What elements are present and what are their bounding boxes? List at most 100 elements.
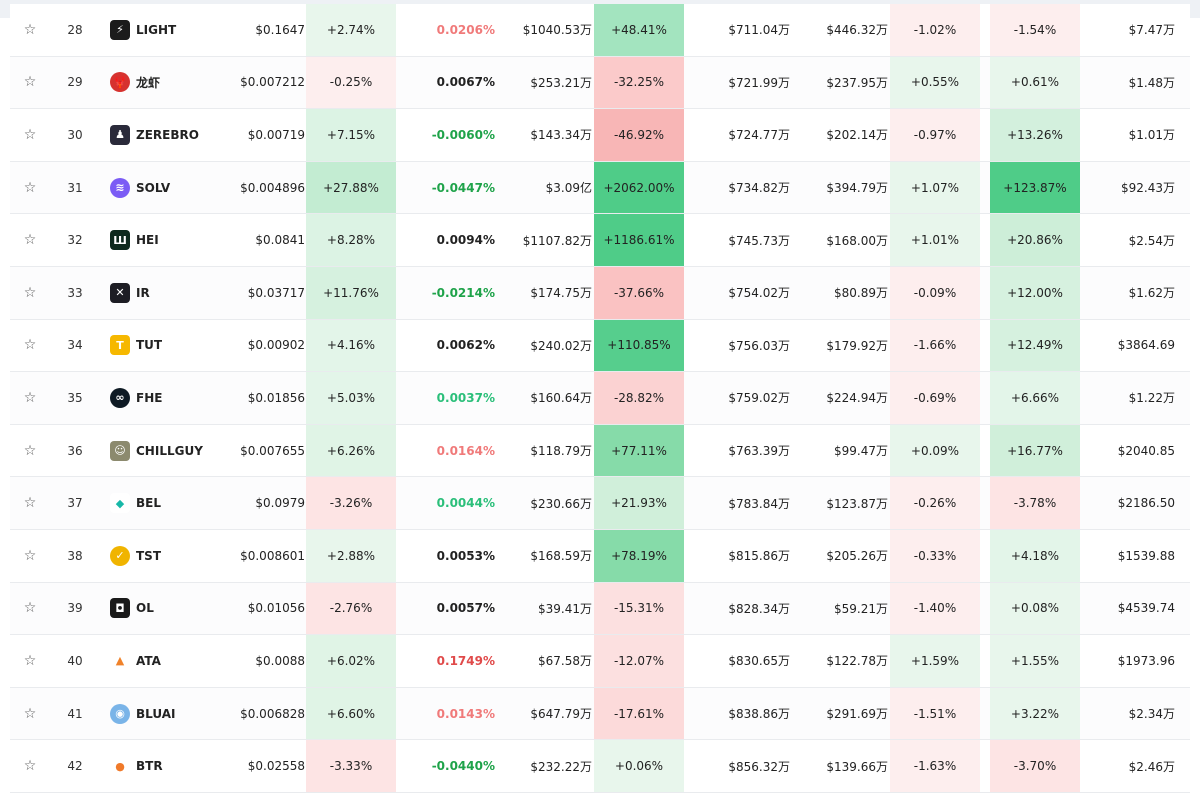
- open-interest-cell: $815.86万: [728, 549, 790, 564]
- open-interest-cell: $838.86万: [728, 707, 790, 722]
- favorite-star-icon[interactable]: ☆: [23, 705, 37, 722]
- symbol-cell[interactable]: ≋ SOLV: [110, 162, 240, 214]
- table-row[interactable]: ☆ 35 ∞ FHE $0.01856 +5.03% 0.0037% $160.64万 -28.…: [10, 372, 1190, 425]
- table-row[interactable]: ☆ 33 ✕ IR $0.03717 +11.76% -0.0214% $174.75万 -37…: [10, 266, 1190, 320]
- symbol-cell[interactable]: ◆ BEL: [110, 477, 240, 529]
- symbol-cell[interactable]: ♟ ZEREBRO: [110, 109, 240, 161]
- oi-change-cell: -1.66%: [890, 319, 980, 372]
- price-cell: $0.1647: [255, 22, 305, 37]
- symbol-cell[interactable]: T TUT: [110, 320, 240, 372]
- favorite-star-icon[interactable]: ☆: [23, 179, 37, 196]
- volume-change-cell: -15.31%: [594, 582, 684, 635]
- price-cell: $0.007655: [240, 443, 305, 458]
- market-cap-cell: $168.00万: [826, 233, 888, 248]
- oi-change-cell: +1.07%: [890, 161, 980, 214]
- market-cap-cell: $446.32万: [826, 23, 888, 38]
- rank-cell: 38: [67, 548, 83, 563]
- favorite-star-icon[interactable]: ☆: [23, 126, 37, 143]
- token-symbol: LIGHT: [136, 22, 177, 37]
- symbol-cell[interactable]: 🦞 龙虾: [110, 57, 240, 109]
- favorite-star-icon[interactable]: ☆: [23, 652, 37, 669]
- favorite-star-icon[interactable]: ☆: [23, 758, 37, 775]
- table-row[interactable]: ☆ 36 ☺ CHILLGUY $0.007655 +6.26% 0.0164% $118.7…: [10, 424, 1190, 478]
- symbol-cell[interactable]: ⚡ LIGHT: [110, 4, 240, 56]
- token-logo-icon: ✕: [110, 282, 130, 303]
- token-logo-icon: ♟: [110, 124, 130, 145]
- volume-change-cell: +77.11%: [594, 424, 684, 477]
- symbol-cell[interactable]: ◉ BLUAI: [110, 688, 240, 740]
- table-row[interactable]: ☆ 37 ◆ BEL $0.0979 -3.26% 0.0044% $230.66万 +21.9…: [10, 477, 1190, 530]
- volume-change-cell: -28.82%: [594, 372, 684, 424]
- rank-cell: 40: [67, 653, 83, 668]
- change-cell: -3.33%: [306, 740, 396, 792]
- rank-cell: 42: [67, 759, 83, 774]
- volume-change-cell: +2062.00%: [594, 161, 684, 214]
- change-7d-cell: -3.78%: [990, 477, 1080, 529]
- liquidation-cell: $1.48万: [1128, 75, 1175, 90]
- change-7d-cell: +3.22%: [990, 687, 1080, 740]
- table-row[interactable]: ☆ 31 ≋ SOLV $0.004896 +27.88% -0.0447% $3.09亿 +2…: [10, 161, 1190, 215]
- funding-rate-cell: -0.0214%: [431, 285, 495, 300]
- liquidation-cell: $1973.96: [1117, 653, 1175, 668]
- market-cap-cell: $122.78万: [826, 654, 888, 669]
- symbol-cell[interactable]: Ш HEI: [110, 214, 240, 266]
- change-cell: +11.76%: [306, 266, 396, 319]
- table-row[interactable]: ☆ 28 ⚡ LIGHT $0.1647 +2.74% 0.0206% $1040.53万 +4…: [10, 4, 1190, 57]
- oi-change-cell: +0.09%: [890, 424, 980, 477]
- favorite-star-icon[interactable]: ☆: [23, 495, 37, 512]
- volume-change-cell: -46.92%: [594, 109, 684, 161]
- price-cell: $0.02558: [247, 759, 305, 774]
- favorite-star-icon[interactable]: ☆: [23, 389, 37, 406]
- table-row[interactable]: ☆ 42 ● BTR $0.02558 -3.33% -0.0440% $232.22万 +0.…: [10, 740, 1190, 793]
- symbol-cell[interactable]: ∞ FHE: [110, 372, 240, 424]
- change-cell: -0.25%: [306, 56, 396, 109]
- liquidation-cell: $2.46万: [1128, 759, 1175, 774]
- open-interest-cell: $759.02万: [728, 391, 790, 406]
- funding-rate-cell: -0.0447%: [431, 180, 495, 195]
- favorite-star-icon[interactable]: ☆: [23, 442, 37, 459]
- volume-change-cell: +0.06%: [594, 740, 684, 792]
- table-row[interactable]: ☆ 29 🦞 龙虾 $0.007212 -0.25% 0.0067% $253.21万 -32.…: [10, 56, 1190, 110]
- symbol-cell[interactable]: ✕ IR: [110, 267, 240, 319]
- change-cell: +8.28%: [306, 214, 396, 266]
- favorite-star-icon[interactable]: ☆: [23, 284, 37, 301]
- symbol-cell[interactable]: ◘ OL: [110, 583, 240, 635]
- favorite-star-icon[interactable]: ☆: [23, 74, 37, 91]
- favorite-star-icon[interactable]: ☆: [23, 547, 37, 564]
- change-7d-cell: +12.00%: [990, 266, 1080, 319]
- change-cell: -2.76%: [306, 582, 396, 635]
- oi-change-cell: -0.26%: [890, 477, 980, 529]
- change-cell: +6.02%: [306, 635, 396, 687]
- table-row[interactable]: ☆ 39 ◘ OL $0.01056 -2.76% 0.0057% $39.41万 -15.31…: [10, 582, 1190, 636]
- token-symbol: BLUAI: [136, 706, 176, 721]
- token-logo-icon: 🦞: [110, 72, 130, 93]
- favorite-star-icon[interactable]: ☆: [23, 232, 37, 249]
- symbol-cell[interactable]: ✓ TST: [110, 530, 240, 582]
- table-row[interactable]: ☆ 34 T TUT $0.00902 +4.16% 0.0062% $240.02万 +110…: [10, 319, 1190, 373]
- table-row[interactable]: ☆ 38 ✓ TST $0.008601 +2.88% 0.0053% $168.59万 +78…: [10, 529, 1190, 583]
- table-row[interactable]: ☆ 32 Ш HEI $0.0841 +8.28% 0.0094% $1107.82万 +118…: [10, 214, 1190, 267]
- symbol-cell[interactable]: ☺ CHILLGUY: [110, 425, 240, 477]
- open-interest-cell: $856.32万: [728, 759, 790, 774]
- rank-cell: 35: [67, 390, 83, 405]
- price-cell: $0.01056: [247, 601, 305, 616]
- liquidation-cell: $1.01万: [1128, 128, 1175, 143]
- token-logo-icon: ▲: [110, 650, 130, 671]
- volume-cell: $168.59万: [530, 549, 592, 564]
- favorite-star-icon[interactable]: ☆: [23, 21, 37, 38]
- symbol-cell[interactable]: ▲ ATA: [110, 635, 240, 687]
- table-row[interactable]: ☆ 30 ♟ ZEREBRO $0.00719 +7.15% -0.0060% $143.34…: [10, 109, 1190, 162]
- price-cell: $0.004896: [240, 180, 305, 195]
- volume-cell: $160.64万: [530, 391, 592, 406]
- funding-rate-cell: 0.1749%: [436, 653, 495, 668]
- table-row[interactable]: ☆ 40 ▲ ATA $0.0088 +6.02% 0.1749% $67.58万 -12.07…: [10, 635, 1190, 688]
- table-row[interactable]: ☆ 41 ◉ BLUAI $0.006828 +6.60% 0.0143% $647.79万 -…: [10, 687, 1190, 741]
- favorite-star-icon[interactable]: ☆: [23, 337, 37, 354]
- favorite-star-icon[interactable]: ☆: [23, 600, 37, 617]
- token-logo-icon: ◉: [110, 703, 130, 724]
- funding-rate-cell: 0.0062%: [436, 338, 495, 353]
- symbol-cell[interactable]: ● BTR: [110, 740, 240, 792]
- liquidation-cell: $2040.85: [1117, 443, 1175, 458]
- volume-cell: $143.34万: [530, 128, 592, 143]
- volume-cell: $174.75万: [530, 286, 592, 301]
